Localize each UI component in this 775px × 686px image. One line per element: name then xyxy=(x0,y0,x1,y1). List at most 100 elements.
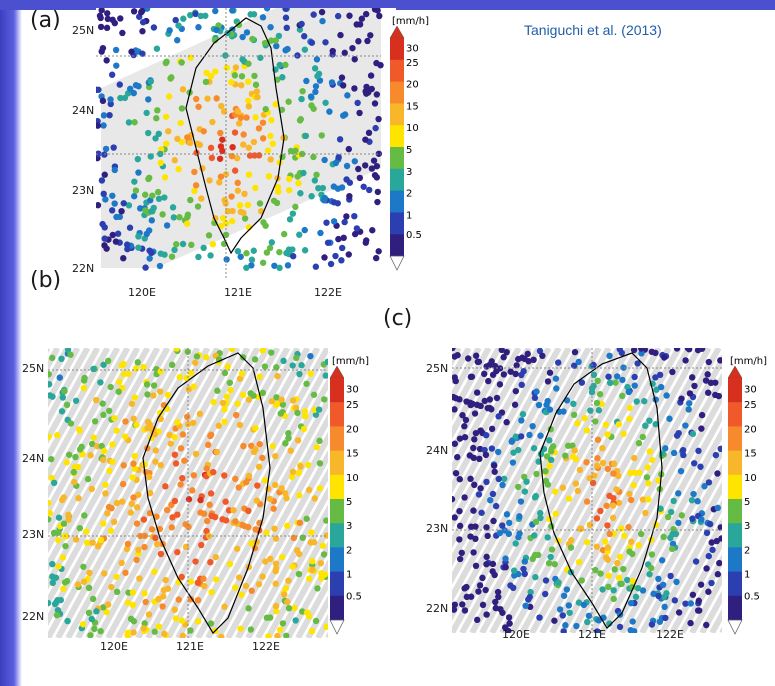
rain-pixel xyxy=(53,432,61,439)
rain-pixel xyxy=(229,207,236,215)
rain-pixel xyxy=(119,29,126,37)
rain-pixel xyxy=(270,505,277,512)
rain-pixel xyxy=(285,187,293,194)
rain-pixel xyxy=(698,345,706,352)
rain-pixel xyxy=(545,559,553,567)
rain-pixel xyxy=(141,191,149,198)
rain-pixel xyxy=(461,494,468,501)
rain-pixel xyxy=(313,171,320,178)
panel-c-figure xyxy=(249,344,775,635)
rain-pixel xyxy=(714,470,721,477)
rain-pixel xyxy=(629,577,637,585)
rain-pixel xyxy=(111,414,118,422)
panel-b-lat-24n: 24N xyxy=(22,452,45,465)
panel-a-lat-25n: 25N xyxy=(72,24,95,37)
rain-pixel xyxy=(238,82,245,89)
rain-pixel xyxy=(240,131,247,138)
rain-pixel xyxy=(571,348,579,356)
rain-pixel xyxy=(174,418,181,426)
rain-pixel xyxy=(133,556,140,564)
rain-pixel xyxy=(496,381,504,388)
panel-b-lat-22n: 22N xyxy=(22,610,45,623)
rain-pixel xyxy=(328,79,336,86)
rain-pixel xyxy=(55,563,62,570)
rain-pixel xyxy=(56,374,63,381)
rain-pixel xyxy=(531,394,539,402)
rain-pixel xyxy=(156,388,164,395)
rain-pixel xyxy=(301,247,309,254)
rain-pixel xyxy=(237,625,244,632)
rain-pixel xyxy=(473,401,481,409)
rain-pixel xyxy=(536,614,543,621)
rain-pixel xyxy=(271,481,279,489)
rain-pixel xyxy=(139,28,146,35)
rain-pixel xyxy=(164,391,172,399)
rain-pixel xyxy=(298,20,305,28)
rain-pixel xyxy=(279,153,286,161)
rain-pixel xyxy=(714,504,722,512)
rain-pixel xyxy=(178,573,185,581)
rain-pixel xyxy=(282,490,289,497)
rain-pixel xyxy=(247,626,255,633)
rain-pixel xyxy=(162,113,170,120)
rain-pixel xyxy=(232,475,239,483)
rain-pixel xyxy=(285,98,292,105)
rain-pixel xyxy=(526,431,533,439)
rain-pixel xyxy=(144,129,152,137)
rain-pixel xyxy=(48,474,55,482)
rain-pixel xyxy=(292,147,299,155)
rain-pixel xyxy=(497,605,504,613)
rain-pixel xyxy=(349,44,356,52)
rain-pixel xyxy=(466,452,474,459)
rain-pixel xyxy=(200,128,207,135)
rain-pixel xyxy=(327,260,335,268)
rain-pixel xyxy=(618,525,625,532)
rain-pixel xyxy=(194,579,202,586)
panel-c-lat-22n: 22N xyxy=(426,602,449,615)
rain-pixel xyxy=(338,184,346,191)
rain-pixel xyxy=(110,518,118,526)
rain-pixel xyxy=(274,632,281,640)
rain-pixel xyxy=(100,604,107,611)
rain-pixel xyxy=(565,495,573,502)
rain-pixel xyxy=(155,195,163,203)
rain-pixel xyxy=(637,530,645,538)
rain-pixel xyxy=(212,7,219,15)
rain-pixel xyxy=(72,536,80,543)
rain-pixel xyxy=(64,346,72,354)
rain-pixel xyxy=(351,56,358,63)
rain-pixel xyxy=(283,522,291,529)
rain-pixel xyxy=(80,563,87,570)
rain-pixel xyxy=(688,497,696,504)
rain-pixel xyxy=(374,7,381,14)
rain-pixel xyxy=(633,398,640,405)
rain-pixel xyxy=(671,597,679,604)
rain-pixel xyxy=(660,533,667,541)
rain-pixel xyxy=(529,422,536,430)
rain-pixel xyxy=(155,130,162,138)
colorbar-tick-label: 30 xyxy=(406,44,419,55)
rain-pixel xyxy=(276,248,283,256)
rain-pixel xyxy=(373,91,381,98)
rain-pixel xyxy=(268,239,276,246)
rain-pixel xyxy=(252,184,259,192)
rain-pixel xyxy=(620,364,627,371)
rain-pixel xyxy=(472,352,480,359)
rain-pixel xyxy=(128,48,135,55)
rain-pixel xyxy=(559,484,567,491)
rain-pixel xyxy=(217,222,225,230)
rain-pixel xyxy=(610,494,617,502)
panel-c-colorbar: [mm/h] 30 25 20 15 10 5 3 2 1 0.5 xyxy=(727,356,767,635)
rain-pixel xyxy=(221,472,228,479)
colorbar-segment xyxy=(728,499,742,524)
rain-pixel xyxy=(213,448,221,456)
rain-pixel xyxy=(183,220,191,227)
rain-pixel xyxy=(335,235,342,243)
rain-pixel xyxy=(238,591,245,599)
rain-pixel xyxy=(261,363,269,370)
rain-pixel xyxy=(141,543,148,551)
rain-pixel xyxy=(307,370,314,377)
rain-pixel xyxy=(615,421,623,428)
rain-pixel xyxy=(202,78,210,86)
rain-pixel xyxy=(503,348,510,356)
